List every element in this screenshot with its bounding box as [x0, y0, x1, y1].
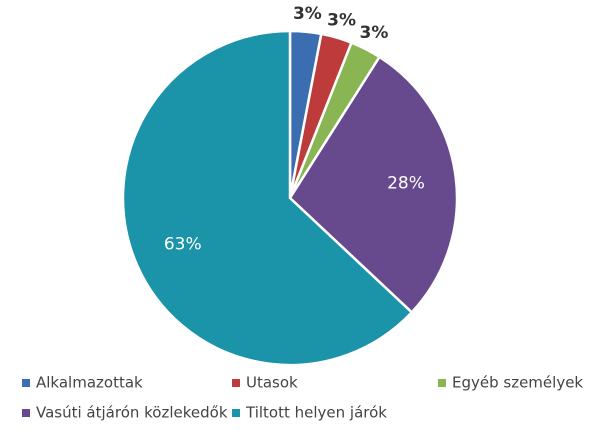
legend-label: Egyéb személyek [452, 374, 583, 392]
pie-slice [121, 29, 414, 367]
legend-swatch [22, 379, 30, 387]
data-label: 28% [387, 173, 425, 193]
data-label: 3% [293, 4, 322, 24]
pie-slice [288, 55, 459, 315]
data-label: 3% [327, 10, 356, 30]
legend-label: Utasok [246, 374, 298, 392]
data-label: 3% [360, 23, 389, 43]
legend-label: Alkalmazottak [36, 374, 143, 392]
legend-swatch [22, 409, 30, 417]
legend-label: Tiltott helyen járók [245, 404, 387, 422]
legend-label: Vasúti átjárón közlekedők [36, 404, 228, 422]
legend-swatch [232, 379, 240, 387]
data-label: 63% [164, 234, 202, 254]
legend-swatch [438, 379, 446, 387]
legend-swatch [232, 409, 240, 417]
